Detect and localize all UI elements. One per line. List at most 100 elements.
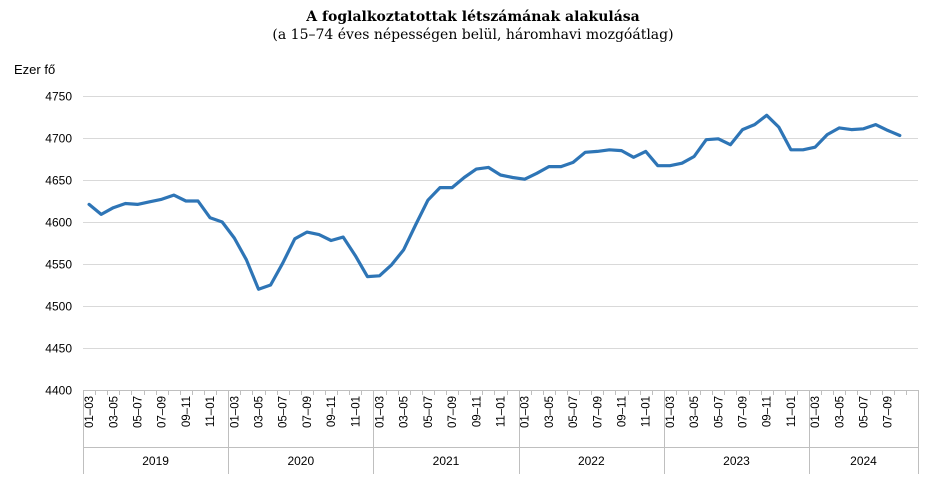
data-point xyxy=(463,176,466,179)
x-tick-label: 09–11 xyxy=(471,396,483,427)
data-point xyxy=(196,199,199,202)
data-point xyxy=(668,164,671,167)
data-point xyxy=(572,161,575,164)
axis-labels: 4400 4450 4500 4550 4600 4650 4700 4750 Ezer fő 0… xyxy=(14,62,895,468)
data-point xyxy=(680,162,683,165)
data-point xyxy=(257,288,260,291)
data-point xyxy=(499,173,502,176)
x-tick-label: 01–03 xyxy=(375,396,387,428)
series-line-layer xyxy=(87,113,902,291)
data-point xyxy=(632,156,635,159)
y-tick-label: 4650 xyxy=(45,174,72,188)
data-point xyxy=(402,248,405,251)
data-point xyxy=(487,166,490,169)
data-point xyxy=(693,155,696,158)
x-tick-label: 03–05 xyxy=(399,396,411,428)
chart-subtitle: (a 15–74 éves népességen belül, háromhav… xyxy=(272,27,674,43)
data-point xyxy=(850,128,853,131)
x-tick-label: 11–01 xyxy=(350,396,362,427)
data-point xyxy=(838,126,841,129)
x-tick-label: 09–11 xyxy=(326,396,338,427)
x-tick-label: 07–09 xyxy=(592,396,604,428)
x-tick-label: 05–07 xyxy=(713,396,725,428)
data-point xyxy=(584,151,587,154)
data-point xyxy=(221,220,224,223)
data-point xyxy=(874,123,877,126)
x-tick-label: 03–05 xyxy=(254,396,266,428)
data-point xyxy=(281,262,284,265)
y-tick-label: 4400 xyxy=(45,384,72,398)
data-point xyxy=(765,114,768,117)
data-point xyxy=(826,133,829,136)
x-tick-label: 05–07 xyxy=(423,396,435,428)
data-point xyxy=(330,239,333,242)
data-point xyxy=(608,148,611,151)
data-point xyxy=(451,186,454,189)
data-point xyxy=(753,123,756,126)
data-point xyxy=(305,231,308,234)
data-point xyxy=(886,129,889,132)
gridlines xyxy=(83,96,918,349)
year-label: 2022 xyxy=(578,454,605,468)
x-tick-label: 01–03 xyxy=(84,396,96,428)
data-point xyxy=(245,258,248,261)
data-point xyxy=(172,194,175,197)
data-point xyxy=(124,202,127,205)
data-point xyxy=(705,138,708,141)
y-axis-label: Ezer fő xyxy=(14,62,55,77)
x-tick-label: 11–01 xyxy=(641,396,653,427)
year-label: 2020 xyxy=(287,454,314,468)
data-point xyxy=(160,198,163,201)
data-point xyxy=(535,172,538,175)
data-point xyxy=(390,263,393,266)
x-tick-label: 03–05 xyxy=(834,396,846,428)
x-tick-label: 01–03 xyxy=(520,396,532,428)
x-tick-label: 11–01 xyxy=(205,396,217,427)
axes xyxy=(83,390,919,474)
x-tick-label: 09–11 xyxy=(762,396,774,427)
x-tick-label: 01–03 xyxy=(810,396,822,428)
year-label: 2024 xyxy=(850,454,877,468)
data-point xyxy=(366,275,369,278)
year-label: 2021 xyxy=(433,454,460,468)
x-tick-label: 05–07 xyxy=(278,396,290,428)
x-tick-label: 09–11 xyxy=(181,396,193,427)
y-tick-label: 4500 xyxy=(45,300,72,314)
data-point xyxy=(148,200,151,203)
y-tick-label: 4600 xyxy=(45,216,72,230)
x-tick-label: 07–09 xyxy=(447,396,459,428)
data-point xyxy=(559,165,562,168)
data-point xyxy=(656,164,659,167)
data-point xyxy=(814,146,817,149)
chart-title-block: A foglalkoztatottak létszámának alakulás… xyxy=(0,8,946,44)
data-point xyxy=(136,203,139,206)
data-point xyxy=(511,176,514,179)
x-tick-label: 05–07 xyxy=(568,396,580,428)
data-point xyxy=(777,126,780,129)
data-point xyxy=(414,223,417,226)
x-tick-label: 07–09 xyxy=(883,396,895,428)
data-point xyxy=(426,199,429,202)
x-tick-label: 03–05 xyxy=(544,396,556,428)
x-tick-label: 09–11 xyxy=(617,396,629,427)
data-point xyxy=(547,165,550,168)
year-label: 2019 xyxy=(142,454,169,468)
data-point xyxy=(342,236,345,239)
data-point xyxy=(620,149,623,152)
data-point xyxy=(269,283,272,286)
data-point xyxy=(438,186,441,189)
data-point xyxy=(596,150,599,153)
data-point xyxy=(523,178,526,181)
data-point xyxy=(789,148,792,151)
data-point xyxy=(801,148,804,151)
data-point xyxy=(378,274,381,277)
data-point xyxy=(112,206,115,209)
x-tick-label: 03–05 xyxy=(689,396,701,428)
year-label: 2023 xyxy=(723,454,750,468)
data-point xyxy=(741,128,744,131)
chart-title: A foglalkoztatottak létszámának alakulás… xyxy=(306,9,640,25)
series-line xyxy=(87,113,902,291)
data-point xyxy=(184,199,187,202)
data-point xyxy=(88,203,91,206)
